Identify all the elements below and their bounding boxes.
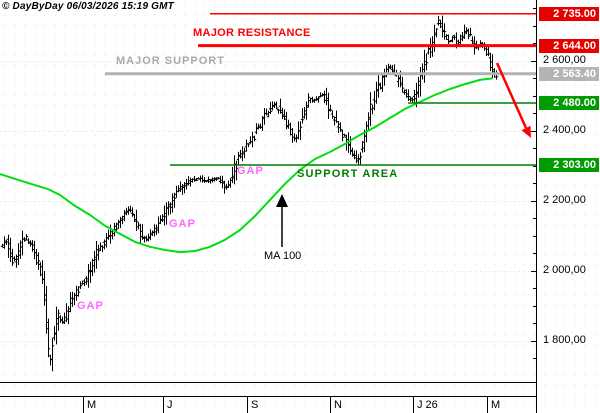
price-bars [0,15,499,372]
downtrend-arrow [495,62,531,138]
copyright-text: © DayByDay 06/03/2026 15:19 GMT [2,1,174,12]
gridlines [0,61,537,342]
time-axis [0,382,537,413]
ma100-arrow [276,194,288,247]
price-axis [531,0,537,413]
ma100-line [0,77,494,254]
